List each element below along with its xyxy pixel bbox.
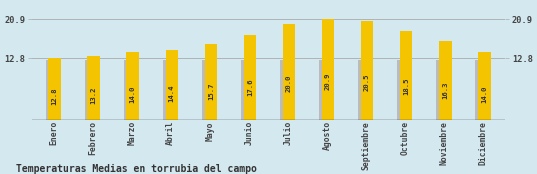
Bar [124, 60, 134, 120]
Text: 14.0: 14.0 [129, 85, 136, 103]
Bar [361, 21, 373, 120]
Text: 20.5: 20.5 [364, 73, 370, 91]
Bar [282, 23, 295, 120]
Bar [478, 52, 491, 120]
Bar [241, 60, 251, 120]
Bar [163, 60, 172, 120]
Bar [358, 60, 368, 120]
Text: 16.3: 16.3 [442, 81, 448, 99]
Bar [437, 60, 446, 120]
Bar [319, 60, 329, 120]
Text: 14.4: 14.4 [169, 85, 175, 102]
Bar [202, 60, 212, 120]
Text: 13.2: 13.2 [91, 87, 97, 104]
Text: 12.8: 12.8 [52, 88, 57, 105]
Bar [46, 60, 55, 120]
Bar [475, 60, 485, 120]
Text: 18.5: 18.5 [403, 77, 409, 95]
Text: 15.7: 15.7 [208, 82, 214, 100]
Bar [397, 60, 407, 120]
Bar [85, 60, 95, 120]
Bar [88, 56, 100, 120]
Bar [244, 35, 256, 120]
Text: 20.9: 20.9 [325, 73, 331, 90]
Text: Temperaturas Medias en torrubia del campo: Temperaturas Medias en torrubia del camp… [16, 164, 257, 174]
Bar [322, 19, 335, 120]
Bar [165, 50, 178, 120]
Bar [48, 58, 61, 120]
Text: 14.0: 14.0 [481, 85, 488, 103]
Bar [439, 41, 452, 120]
Text: 17.6: 17.6 [247, 79, 253, 96]
Bar [205, 44, 217, 120]
Bar [126, 52, 139, 120]
Text: 20.0: 20.0 [286, 74, 292, 92]
Bar [280, 60, 290, 120]
Bar [400, 31, 412, 120]
